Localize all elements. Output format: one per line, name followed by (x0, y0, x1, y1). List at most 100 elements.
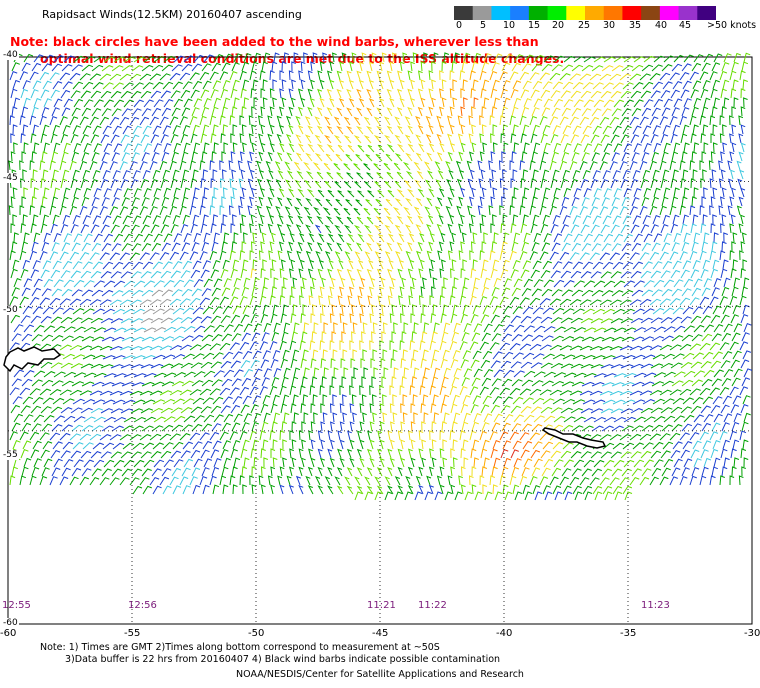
wind-barb (112, 355, 126, 360)
wind-barb (307, 70, 313, 81)
wind-barb (424, 491, 433, 501)
wind-barb (203, 54, 214, 63)
wind-barb (492, 187, 498, 198)
wind-barb (385, 215, 394, 225)
wind-barb (490, 268, 498, 279)
wind-barb (101, 336, 115, 342)
wind-barb (50, 133, 58, 144)
wind-barb (190, 449, 201, 459)
wind-barb (562, 261, 573, 270)
wind-barb (281, 97, 287, 108)
wind-barb (601, 65, 614, 72)
wind-barb (253, 97, 259, 108)
wind-barb (720, 448, 728, 459)
wind-barb (400, 421, 406, 432)
wind-barb (222, 396, 233, 405)
wind-barb (376, 70, 382, 81)
wind-barb (209, 431, 220, 441)
wind-barb (732, 304, 741, 315)
wind-barb (510, 269, 519, 279)
wind-barb (61, 242, 71, 252)
wind-barb (99, 206, 108, 216)
wind-barb (611, 468, 622, 477)
wind-barb (219, 71, 229, 81)
wind-barb (473, 277, 480, 288)
wind-barb (661, 242, 671, 252)
wind-barb (101, 65, 114, 72)
wind-barb (579, 161, 588, 171)
wind-barb (335, 153, 343, 162)
wind-barb (291, 61, 296, 72)
wind-barb (499, 475, 506, 486)
wind-barb (339, 61, 345, 72)
wind-barb (473, 412, 482, 423)
wind-barb (522, 306, 534, 315)
wind-barb (303, 52, 308, 63)
wind-barb (50, 178, 57, 189)
wind-barb (250, 241, 256, 252)
wind-barb (209, 475, 217, 486)
wind-barb (713, 369, 724, 378)
wind-barb (21, 62, 31, 72)
wind-barb (702, 214, 708, 225)
wind-barb (358, 98, 365, 108)
wind-barb (181, 288, 193, 297)
wind-barb (221, 106, 228, 117)
wind-barb (238, 178, 244, 189)
wind-barb (229, 475, 236, 486)
wind-barb (223, 97, 231, 108)
wind-barb (61, 196, 69, 207)
wind-barb (493, 232, 499, 243)
wind-barb (327, 189, 335, 198)
wind-barb (543, 326, 556, 333)
wind-barb (253, 412, 262, 423)
wind-barb (368, 79, 374, 90)
wind-barb (573, 56, 586, 63)
wind-barb (139, 434, 152, 441)
wind-barb (632, 169, 641, 180)
wind-barb (579, 345, 593, 351)
wind-barb (560, 450, 572, 459)
wind-barb (447, 250, 453, 261)
wind-barb (258, 223, 264, 234)
wind-barb (381, 304, 386, 315)
wind-barb (549, 160, 557, 171)
wind-barb (573, 280, 585, 288)
wind-barb (279, 484, 285, 495)
wind-barb (620, 271, 632, 279)
wind-barb (513, 458, 522, 468)
wind-barb (159, 298, 172, 306)
wind-barb (407, 466, 413, 477)
wind-barb (738, 475, 744, 486)
wind-barb (53, 415, 65, 423)
wind-barb (282, 439, 287, 450)
wind-barb (152, 354, 166, 360)
wind-barb (169, 345, 182, 351)
wind-barb (199, 205, 206, 216)
wind-barb (320, 403, 325, 414)
wind-barb (273, 277, 279, 288)
wind-barb (411, 376, 418, 387)
wind-barb (212, 124, 219, 135)
wind-barb (219, 342, 231, 351)
wind-barb (363, 224, 372, 234)
wind-barb (359, 403, 365, 414)
wind-barb (659, 251, 669, 261)
wind-barb (659, 344, 672, 351)
wind-barb (651, 151, 659, 162)
wind-barb (539, 205, 547, 216)
wind-barb (70, 270, 81, 279)
wind-barb (72, 81, 84, 90)
wind-barb (180, 270, 191, 279)
wind-barb (41, 63, 52, 72)
wind-barb (709, 475, 716, 486)
wind-barb (426, 170, 434, 180)
wind-barb (339, 313, 345, 324)
wind-barb (571, 64, 584, 72)
wind-barb (249, 169, 255, 180)
wind-barb (651, 335, 664, 342)
wind-barb (171, 107, 181, 117)
wind-barb (89, 160, 98, 171)
wind-barb (631, 289, 644, 297)
wind-barb (162, 354, 176, 360)
